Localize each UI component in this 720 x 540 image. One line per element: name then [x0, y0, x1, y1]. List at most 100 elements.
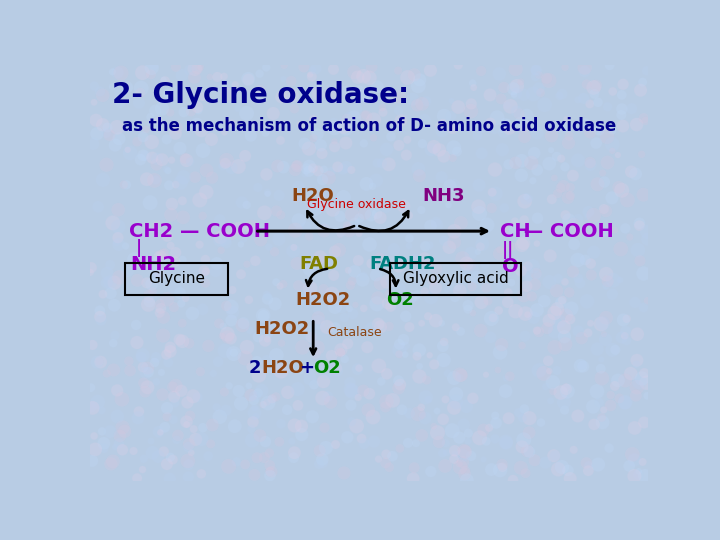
- Point: [90, 116, 102, 125]
- Point: [149, 259, 161, 268]
- Point: [343, 113, 355, 122]
- Point: [400, 151, 412, 159]
- Point: [438, 152, 449, 161]
- Point: [341, 115, 353, 124]
- Point: [478, 455, 490, 464]
- Point: [262, 190, 274, 198]
- Point: [156, 368, 167, 377]
- Point: [232, 104, 243, 112]
- Point: [307, 115, 319, 124]
- Point: [233, 162, 244, 171]
- Point: [509, 217, 521, 226]
- Point: [244, 326, 256, 335]
- Point: [510, 307, 521, 315]
- Point: [526, 159, 537, 167]
- Point: [590, 82, 602, 90]
- Point: [252, 183, 264, 192]
- Point: [437, 119, 449, 127]
- Point: [363, 406, 374, 414]
- Point: [147, 448, 158, 457]
- Point: [549, 343, 560, 352]
- Point: [136, 259, 148, 268]
- Point: [410, 270, 422, 279]
- Point: [278, 280, 289, 288]
- Point: [338, 122, 349, 131]
- Point: [167, 383, 179, 391]
- Point: [271, 351, 282, 360]
- Point: [528, 149, 540, 158]
- Point: [531, 239, 543, 248]
- Point: [366, 259, 377, 268]
- Text: 2- Glycine oxidase:: 2- Glycine oxidase:: [112, 82, 410, 110]
- Point: [400, 342, 411, 350]
- Point: [608, 276, 619, 285]
- Point: [559, 163, 571, 171]
- Point: [609, 382, 621, 390]
- Point: [161, 295, 173, 303]
- Text: NH2: NH2: [130, 255, 176, 274]
- Point: [312, 90, 323, 99]
- Point: [635, 86, 647, 94]
- Point: [471, 273, 482, 281]
- Text: CH2 — COOH: CH2 — COOH: [129, 221, 270, 241]
- Point: [445, 112, 456, 120]
- Point: [291, 161, 302, 170]
- Point: [253, 97, 264, 105]
- Point: [260, 129, 271, 137]
- Point: [575, 360, 587, 369]
- Point: [194, 195, 205, 204]
- Point: [86, 457, 98, 465]
- Point: [314, 447, 325, 455]
- Point: [241, 343, 253, 352]
- Point: [112, 205, 124, 214]
- Point: [556, 463, 567, 471]
- Point: [89, 98, 100, 106]
- Point: [425, 221, 436, 230]
- Point: [348, 267, 360, 276]
- Point: [104, 427, 116, 436]
- Point: [330, 323, 341, 332]
- Point: [503, 124, 515, 132]
- Point: [198, 267, 210, 275]
- Point: [329, 143, 341, 151]
- Point: [430, 316, 441, 325]
- Point: [598, 205, 610, 213]
- Point: [135, 84, 147, 92]
- Point: [358, 139, 369, 148]
- Point: [508, 84, 519, 93]
- Point: [87, 139, 99, 148]
- Text: NH3: NH3: [422, 187, 464, 205]
- Point: [567, 267, 579, 276]
- Point: [567, 171, 579, 180]
- Point: [464, 260, 476, 269]
- Point: [448, 455, 459, 463]
- Point: [317, 176, 328, 184]
- Point: [518, 90, 529, 99]
- Point: [223, 462, 235, 471]
- Point: [176, 319, 188, 327]
- Point: [642, 227, 653, 236]
- Point: [398, 202, 410, 211]
- Point: [418, 190, 430, 199]
- Point: [331, 366, 343, 375]
- Point: [264, 330, 275, 339]
- Point: [593, 460, 604, 469]
- Point: [279, 61, 290, 70]
- Point: [264, 467, 276, 476]
- Point: [630, 170, 642, 178]
- Point: [568, 219, 580, 228]
- Point: [541, 74, 552, 83]
- Point: [207, 421, 218, 429]
- Point: [220, 159, 231, 167]
- Point: [544, 252, 556, 260]
- Point: [191, 120, 202, 129]
- Point: [532, 214, 544, 222]
- Point: [170, 63, 181, 71]
- Point: [518, 239, 529, 247]
- Point: [496, 126, 508, 134]
- Point: [226, 230, 238, 238]
- Point: [245, 391, 256, 400]
- Point: [343, 305, 355, 313]
- Point: [373, 455, 384, 463]
- Point: [385, 132, 397, 141]
